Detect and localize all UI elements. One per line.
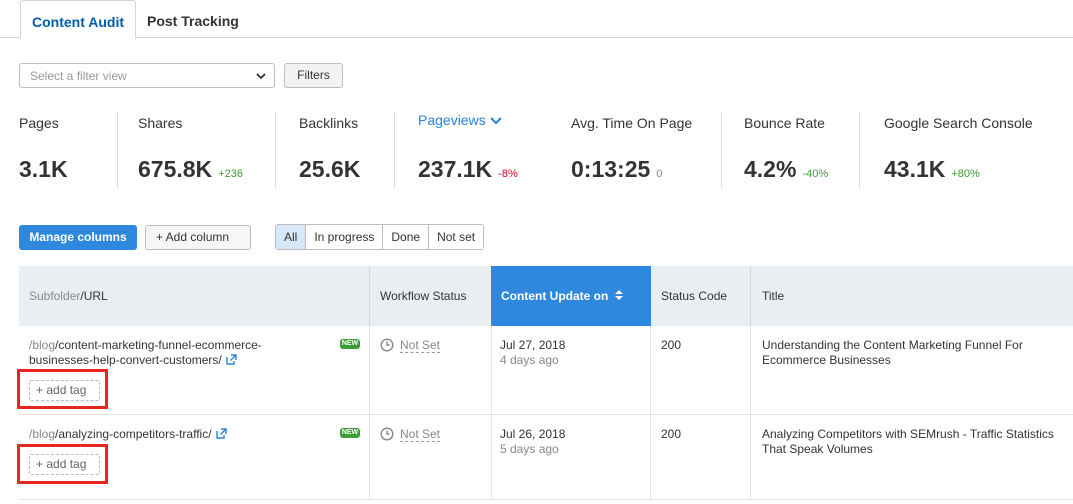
divider <box>650 326 651 415</box>
filter-all[interactable]: All <box>276 225 307 249</box>
status-filter-group: All In progress Done Not set <box>275 224 485 250</box>
divider <box>491 415 492 500</box>
update-date: Jul 26, 2018 <box>500 427 566 441</box>
filter-in-progress[interactable]: In progress <box>306 225 384 249</box>
content-update-cell: Jul 26, 2018 5 days ago <box>500 427 565 457</box>
filter-view-placeholder: Select a filter view <box>30 69 127 83</box>
divider <box>491 326 492 415</box>
add-tag-button[interactable]: + add tag <box>29 380 100 401</box>
clock-icon <box>380 338 394 352</box>
divider <box>369 326 370 415</box>
workflow-status[interactable]: Not Set <box>380 338 441 353</box>
workflow-status-label: Not Set <box>400 338 441 353</box>
metric-selector[interactable]: Pageviews <box>418 112 503 128</box>
metric-label: Shares <box>138 115 183 131</box>
table-header: Subfolder/URL Workflow Status Content Up… <box>19 266 1073 326</box>
highlight-box <box>17 369 108 409</box>
divider <box>369 266 370 326</box>
metric-label: Google Search Console <box>884 115 1033 131</box>
metric-delta: -40% <box>802 168 829 180</box>
metric-value: 237.1K <box>418 156 493 182</box>
header-subfolder-url[interactable]: Subfolder/URL <box>29 266 108 326</box>
metric-label: Pages <box>19 115 59 131</box>
title-text-cont: Ecommerce Businesses <box>762 353 891 367</box>
filters-button[interactable]: Filters <box>284 63 343 88</box>
status-code: 200 <box>661 427 682 441</box>
chevron-down-icon <box>489 117 502 125</box>
filter-done[interactable]: Done <box>383 225 430 249</box>
table-row: /blog/content-marketing-funnel-ecommerce… <box>17 326 1073 415</box>
external-link-icon[interactable] <box>226 354 237 365</box>
metric-label: Backlinks <box>299 115 359 131</box>
chevron-down-icon <box>256 73 266 80</box>
url-prefix: /blog <box>29 427 56 441</box>
metric-delta: 0 <box>656 168 663 180</box>
title-text: Understanding the Content Marketing Funn… <box>762 338 1023 352</box>
tab-bar: Content Audit Post Tracking <box>0 0 1073 39</box>
update-date: Jul 27, 2018 <box>500 338 566 352</box>
header-title[interactable]: Title <box>762 289 785 303</box>
new-badge: NEW <box>340 428 360 438</box>
url-path: /content-marketing-funnel-ecommerce- <box>55 338 262 352</box>
divider <box>394 112 395 188</box>
header-url[interactable]: /URL <box>80 289 108 303</box>
metric-value: 675.8K <box>138 156 213 182</box>
divider <box>275 112 276 188</box>
tab-content-audit[interactable]: Content Audit <box>20 0 137 39</box>
metric-delta: -8% <box>498 168 518 180</box>
divider <box>369 415 370 500</box>
url-path: /analyzing-competitors-traffic/ <box>55 427 212 441</box>
external-link-icon[interactable] <box>215 428 227 439</box>
filter-not-set[interactable]: Not set <box>429 225 484 249</box>
table-row: /blog/analyzing-competitors-traffic/ NEW… <box>17 415 1073 500</box>
title-text-cont: That Speak Volumes <box>762 442 873 456</box>
add-tag-button[interactable]: + add tag <box>29 454 100 475</box>
title-text: Analyzing Competitors with SEMrush - Tra… <box>762 427 1054 441</box>
metric-value: 3.1K <box>19 156 68 182</box>
update-relative: 4 days ago <box>500 353 559 367</box>
header-workflow-status[interactable]: Workflow Status <box>380 289 467 303</box>
divider <box>750 326 751 415</box>
status-code: 200 <box>661 338 682 352</box>
metric-value: 43.1K <box>884 156 946 182</box>
metric-label: Avg. Time On Page <box>571 115 693 131</box>
url-cell[interactable]: /blog/content-marketing-funnel-ecommerce… <box>29 338 349 368</box>
add-column-button[interactable]: + Add column <box>145 225 251 250</box>
workflow-status-label: Not Set <box>400 427 441 442</box>
metric-value: 4.2% <box>744 156 797 182</box>
new-badge: NEW <box>340 339 360 349</box>
metric-delta: +80% <box>951 168 980 180</box>
divider <box>750 266 751 326</box>
header-content-update-label: Content Update on <box>501 289 609 303</box>
metric-value: 0:13:25 <box>571 156 651 182</box>
header-subfolder[interactable]: Subfolder <box>29 289 81 303</box>
metric-label: Pageviews <box>418 112 486 128</box>
title-cell: Analyzing Competitors with SEMrush - Tra… <box>762 427 1067 457</box>
sort-icon <box>615 290 624 300</box>
title-cell: Understanding the Content Marketing Funn… <box>762 338 1067 368</box>
clock-icon <box>380 427 394 441</box>
url-path-cont: businesses-help-convert-customers/ <box>29 353 222 367</box>
workflow-status[interactable]: Not Set <box>380 427 441 442</box>
divider <box>750 415 751 500</box>
metric-value: 25.6K <box>299 156 361 182</box>
divider <box>721 112 722 188</box>
divider <box>859 112 860 188</box>
highlight-box <box>17 444 108 484</box>
tab-post-tracking[interactable]: Post Tracking <box>147 13 239 29</box>
metric-label: Bounce Rate <box>744 115 825 131</box>
update-relative: 5 days ago <box>500 442 559 456</box>
header-content-update[interactable]: Content Update on <box>491 266 651 326</box>
filter-view-select[interactable]: Select a filter view <box>19 63 275 88</box>
divider <box>650 415 651 500</box>
header-status-code[interactable]: Status Code <box>661 289 728 303</box>
manage-columns-button[interactable]: Manage columns <box>19 225 137 250</box>
divider <box>117 112 118 188</box>
url-prefix: /blog <box>29 338 56 352</box>
url-cell[interactable]: /blog/analyzing-competitors-traffic/ <box>29 427 349 442</box>
metric-delta: +236 <box>218 168 243 180</box>
content-update-cell: Jul 27, 2018 4 days ago <box>500 338 565 368</box>
